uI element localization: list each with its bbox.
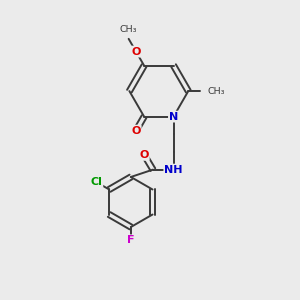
Text: O: O [140,150,149,160]
Text: O: O [131,46,141,57]
Text: CH₃: CH₃ [207,87,225,96]
Text: N: N [169,112,178,122]
Text: O: O [131,126,141,136]
Text: CH₃: CH₃ [120,26,137,34]
Text: NH: NH [164,165,183,175]
Text: F: F [127,235,135,245]
Text: Cl: Cl [91,177,102,187]
